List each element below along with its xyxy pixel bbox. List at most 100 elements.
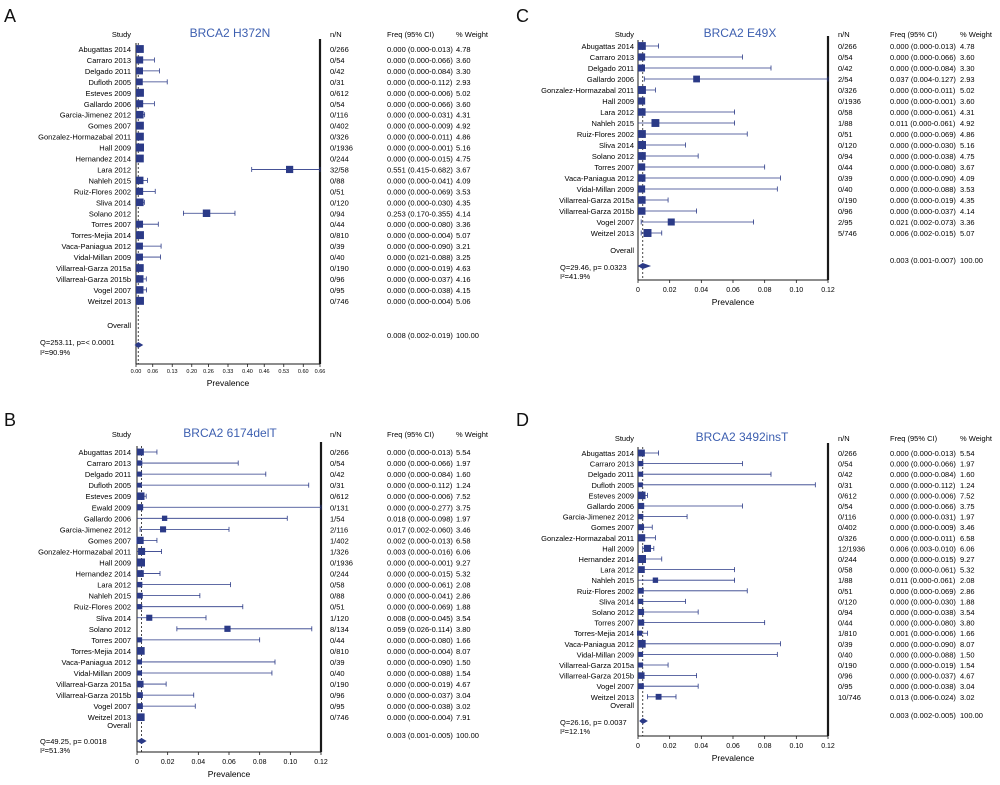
study-name: Gonzalez-Hormazabal 2011 xyxy=(541,534,634,543)
study-freq: 0.000 (0.000-0.112) xyxy=(387,481,453,490)
point-estimate-marker xyxy=(638,64,645,72)
study-weight: 3.75 xyxy=(456,503,471,512)
study-name: Vogel 2007 xyxy=(596,218,634,227)
study-name: Torres 2007 xyxy=(594,619,634,628)
study-row: Vidal-Millan 2009 0/40 0.000 (0.000-0.088)… xyxy=(74,669,471,678)
study-name: Vidal-Millan 2009 xyxy=(577,185,634,194)
study-nn: 0/266 xyxy=(838,449,857,458)
study-weight: 5.02 xyxy=(960,86,975,95)
study-nn: 0/402 xyxy=(330,122,349,131)
study-nn: 0/120 xyxy=(330,198,349,207)
study-nn: 0/326 xyxy=(838,534,857,543)
study-freq: 0.000 (0.000-0.090) xyxy=(387,658,453,667)
point-estimate-marker xyxy=(638,196,646,204)
study-row: Solano 2012 0/94 0.000 (0.000-0.038) 3.54 xyxy=(592,608,975,617)
study-nn: 0/612 xyxy=(330,492,349,501)
point-estimate-marker xyxy=(638,86,646,94)
study-row: Carraro 2013 0/54 0.000 (0.000-0.066) 1.97 xyxy=(87,459,471,468)
study-row: Solano 2012 8/134 0.059 (0.026-0.114) 3.80 xyxy=(89,625,471,634)
x-tick-label: 0.02 xyxy=(161,759,175,766)
study-weight: 5.16 xyxy=(456,144,471,153)
study-name: Sliva 2014 xyxy=(599,597,634,606)
study-name: Villarreal-Garza 2015b xyxy=(559,672,634,681)
overall-weight: 100.00 xyxy=(456,731,479,740)
point-estimate-marker xyxy=(137,647,145,655)
study-nn: 1/54 xyxy=(330,514,345,523)
study-freq: 0.000 (0.000-0.088) xyxy=(890,185,956,194)
study-name: Vogel 2007 xyxy=(93,702,131,711)
point-estimate-marker xyxy=(137,680,144,688)
study-weight: 1.97 xyxy=(456,514,471,523)
study-nn: 0/39 xyxy=(330,242,345,251)
study-freq: 0.001 (0.000-0.006) xyxy=(890,629,956,638)
study-freq: 0.000 (0.000-0.066) xyxy=(890,53,956,62)
study-row: Torres-Mejia 2014 1/810 0.001 (0.000-0.006… xyxy=(574,629,975,638)
study-nn: 0/54 xyxy=(330,100,345,109)
study-weight: 1.97 xyxy=(960,460,975,469)
study-name: Carraro 2013 xyxy=(590,53,634,62)
study-freq: 0.000 (0.000-0.037) xyxy=(387,691,453,700)
point-estimate-marker xyxy=(638,471,644,477)
study-nn: 2/116 xyxy=(330,525,348,534)
x-tick-label: 0.46 xyxy=(259,369,270,375)
x-tick-label: 0.04 xyxy=(695,287,709,294)
study-row: Gomes 2007 1/402 0.002 (0.000-0.013) 6.58 xyxy=(88,536,471,545)
header-nn: n/N xyxy=(330,430,342,439)
study-nn: 0/94 xyxy=(838,152,853,161)
header-study: Study xyxy=(112,30,131,39)
study-weight: 6.58 xyxy=(456,536,471,545)
study-row: Abugattas 2014 0/266 0.000 (0.000-0.013) 4.… xyxy=(581,42,974,51)
study-freq: 0.000 (0.000-0.041) xyxy=(387,592,453,601)
study-freq: 0.000 (0.000-0.088) xyxy=(387,669,453,678)
header-freq: Freq (95% CI) xyxy=(890,30,938,39)
x-tick-label: 0.12 xyxy=(314,759,328,766)
study-freq: 0.000 (0.000-0.066) xyxy=(387,56,453,65)
study-weight: 7.52 xyxy=(960,491,975,500)
point-estimate-marker xyxy=(638,207,646,215)
study-freq: 0.000 (0.000-0.112) xyxy=(387,78,453,87)
study-name: Weitzel 2013 xyxy=(88,713,131,722)
x-tick-label: 0.08 xyxy=(758,287,772,294)
study-row: Torres 2007 0/44 0.000 (0.000-0.080) 3.80 xyxy=(594,619,974,628)
chart-title: BRCA2 6174delT xyxy=(183,426,277,440)
panel-b: B BRCA2 6174delT Study n/N Freq (95% CI) % We… xyxy=(4,410,489,779)
study-row: Sliva 2014 1/120 0.008 (0.000-0.045) 3.54 xyxy=(96,614,471,623)
study-freq: 0.000 (0.021-0.088) xyxy=(387,253,453,262)
study-row: Esteves 2009 0/612 0.000 (0.000-0.006) 7.52 xyxy=(86,492,471,501)
study-name: Solano 2012 xyxy=(89,625,131,634)
x-tick-label: 0.06 xyxy=(726,743,740,750)
study-weight: 9.27 xyxy=(456,559,471,568)
study-nn: 0/44 xyxy=(330,636,345,645)
study-row: Hernandez 2014 0/244 0.000 (0.000-0.015) 4.… xyxy=(76,155,471,164)
study-nn: 0/1936 xyxy=(330,144,353,153)
point-estimate-marker xyxy=(202,209,211,217)
study-name: Sliva 2014 xyxy=(96,614,131,623)
point-estimate-marker xyxy=(136,242,143,250)
study-freq: 0.000 (0.000-0.038) xyxy=(890,608,956,617)
study-freq: 0.000 (0.000-0.013) xyxy=(890,449,956,458)
study-weight: 3.02 xyxy=(960,693,975,702)
study-freq: 0.000 (0.000-0.080) xyxy=(387,220,453,229)
study-name: Torres-Mejia 2014 xyxy=(71,231,131,240)
study-name: Esteves 2009 xyxy=(86,492,131,501)
x-axis-label: Prevalence xyxy=(712,297,755,307)
study-weight: 5.32 xyxy=(960,566,975,575)
study-name: Gonzalez-Hormazabal 2011 xyxy=(38,547,131,556)
study-name: Vaca-Paniagua 2012 xyxy=(565,640,635,649)
study-weight: 4.78 xyxy=(456,45,471,54)
study-nn: 0/612 xyxy=(838,491,857,500)
point-estimate-marker xyxy=(136,88,144,97)
overall-weight: 100.00 xyxy=(960,711,983,720)
x-tick-label: 0.08 xyxy=(758,743,772,750)
study-name: Vaca-Paniagua 2012 xyxy=(565,174,635,183)
study-name: Lara 2012 xyxy=(97,165,131,174)
study-name: Torres 2007 xyxy=(594,163,634,172)
x-tick-label: 0 xyxy=(636,287,640,294)
study-nn: 0/326 xyxy=(330,133,349,142)
point-estimate-marker xyxy=(638,513,644,520)
study-name: Carraro 2013 xyxy=(590,460,634,469)
study-row: Gomes 2007 0/402 0.000 (0.000-0.009) 4.92 xyxy=(88,122,471,131)
study-nn: 0/44 xyxy=(330,220,345,229)
study-nn: 0/244 xyxy=(838,555,857,564)
